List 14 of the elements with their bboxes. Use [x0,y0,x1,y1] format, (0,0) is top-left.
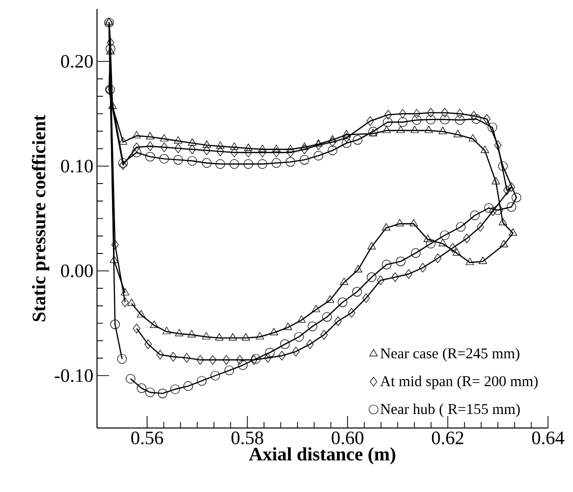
legend-label: Near case (R=245 mm) [380,348,520,362]
y-tick-label: 0.20 [61,54,93,68]
legend-label: Near hub ( R=155 mm) [380,404,520,418]
y-tick-label: 0.10 [61,160,93,173]
legend-label: At mid span (R= 200 mm) [380,376,538,390]
y-tick-label: -0.10 [54,369,93,382]
y-axis-title: Static pressure coefficient [32,114,50,322]
x-axis-title: Axial distance (m) [249,447,396,464]
y-tick-label: 0.00 [61,264,93,278]
x-tick-label: 0.60 [332,432,364,444]
x-tick-label: 0.62 [432,432,464,444]
x-tick-label: 0.56 [131,432,164,444]
x-tick-label: 0.58 [231,432,264,444]
x-tick-label: 0.64 [532,432,564,444]
